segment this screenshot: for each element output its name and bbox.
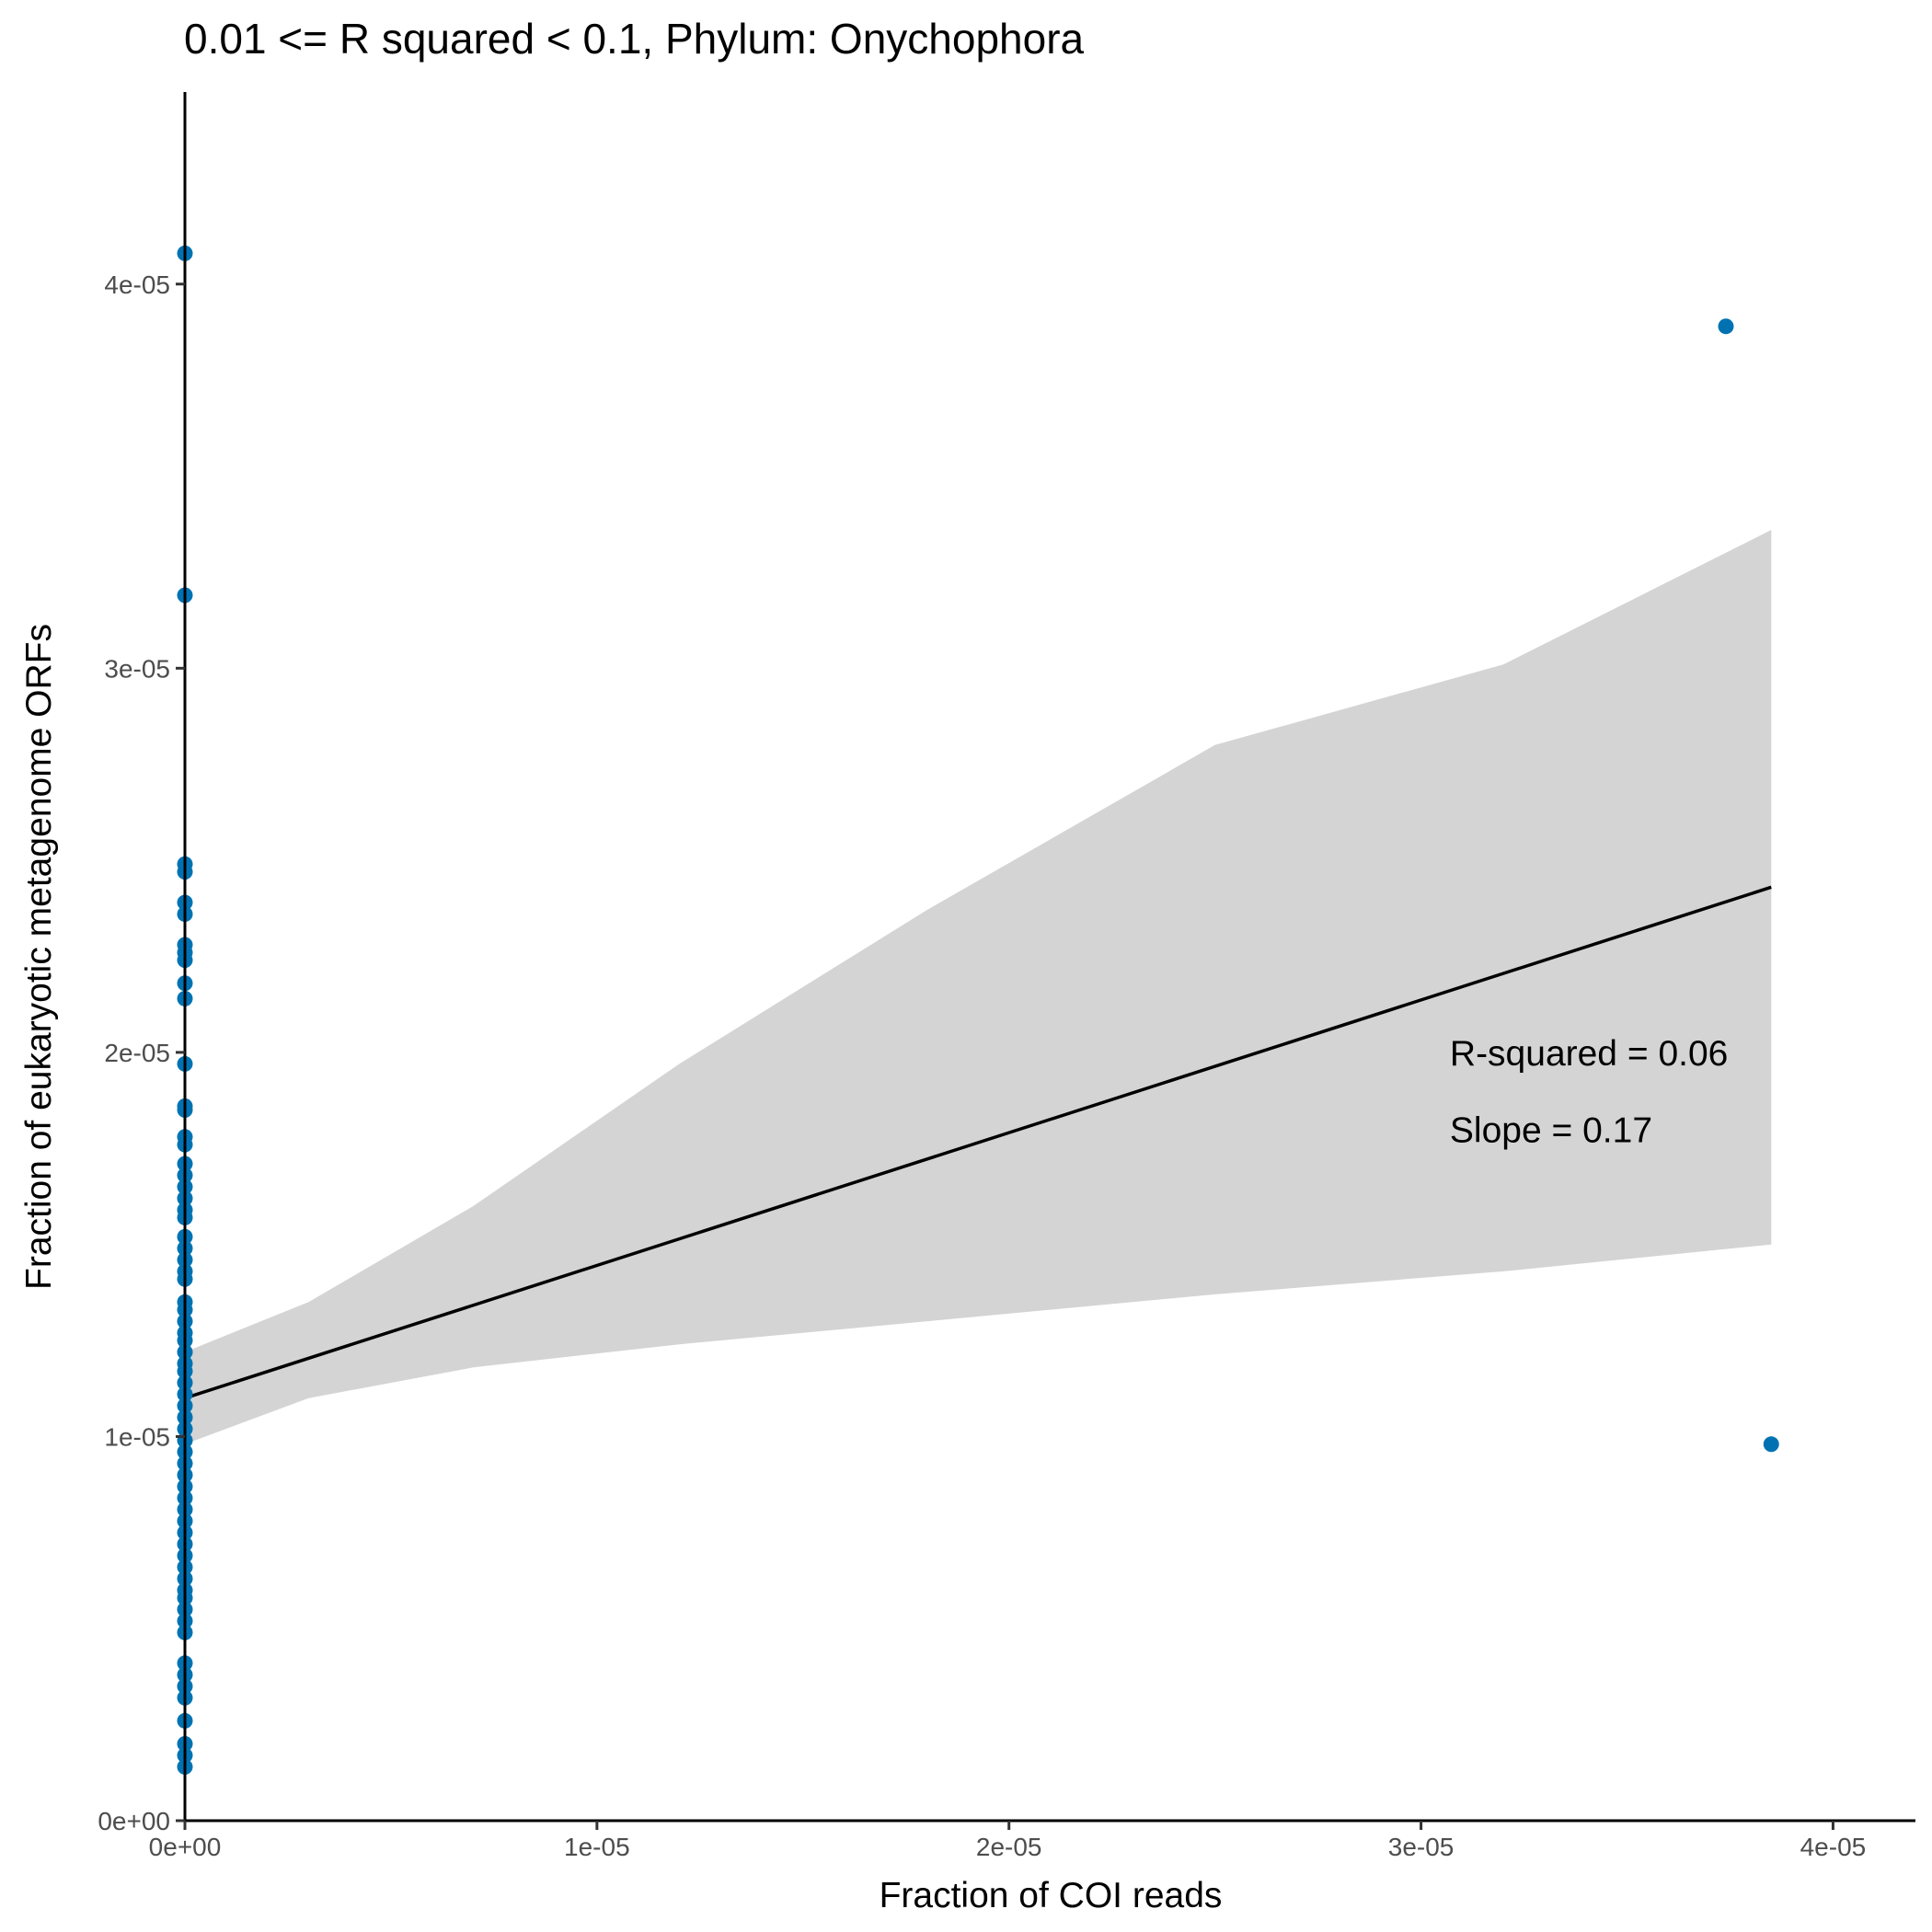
y-tick-label: 0e+00: [98, 1807, 170, 1835]
y-tick-label: 4e-05: [104, 270, 170, 299]
annotation-layer: R-squared = 0.06 Slope = 0.17: [1450, 1034, 1728, 1151]
x-tick-label: 1e-05: [564, 1833, 630, 1861]
y-axis-title: Fraction of eukaryotic metagenome ORFs: [19, 624, 59, 1290]
x-axis-ticks: 0e+00 1e-05 2e-05 3e-05 4e-05: [149, 1821, 1867, 1861]
x-tick-label: 4e-05: [1800, 1833, 1867, 1861]
y-axis-ticks: 0e+00 1e-05 2e-05 3e-05 4e-05: [98, 270, 185, 1835]
x-tick-label: 2e-05: [976, 1833, 1042, 1861]
annotation-text: R-squared = 0.06: [1450, 1034, 1728, 1074]
confidence-band-layer: [185, 530, 1772, 1444]
fit-line-layer: [184, 885, 1772, 1400]
annotation-text: Slope = 0.17: [1450, 1110, 1652, 1150]
y-tick-label: 3e-05: [104, 654, 170, 683]
y-tick-label: 1e-05: [104, 1422, 170, 1451]
y-tick-label: 2e-05: [104, 1039, 170, 1067]
data-point: [1718, 318, 1734, 335]
regression-line: [184, 885, 1772, 1400]
data-point: [1763, 1436, 1779, 1453]
confidence-band: [185, 530, 1772, 1444]
x-axis-title: Fraction of COI reads: [880, 1876, 1223, 1915]
chart-title: 0.01 <= R squared < 0.1, Phylum: Onychop…: [184, 15, 1085, 63]
x-tick-label: 3e-05: [1388, 1833, 1455, 1861]
x-tick-label: 0e+00: [149, 1833, 222, 1861]
